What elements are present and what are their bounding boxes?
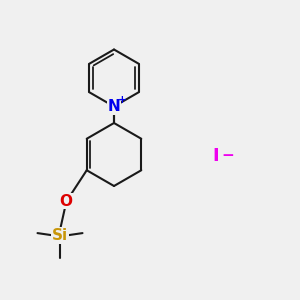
Text: −: − — [221, 148, 234, 164]
Text: O: O — [59, 194, 72, 208]
Text: I: I — [213, 147, 219, 165]
Text: N: N — [108, 99, 120, 114]
Text: Si: Si — [52, 228, 68, 243]
Text: +: + — [118, 95, 127, 105]
